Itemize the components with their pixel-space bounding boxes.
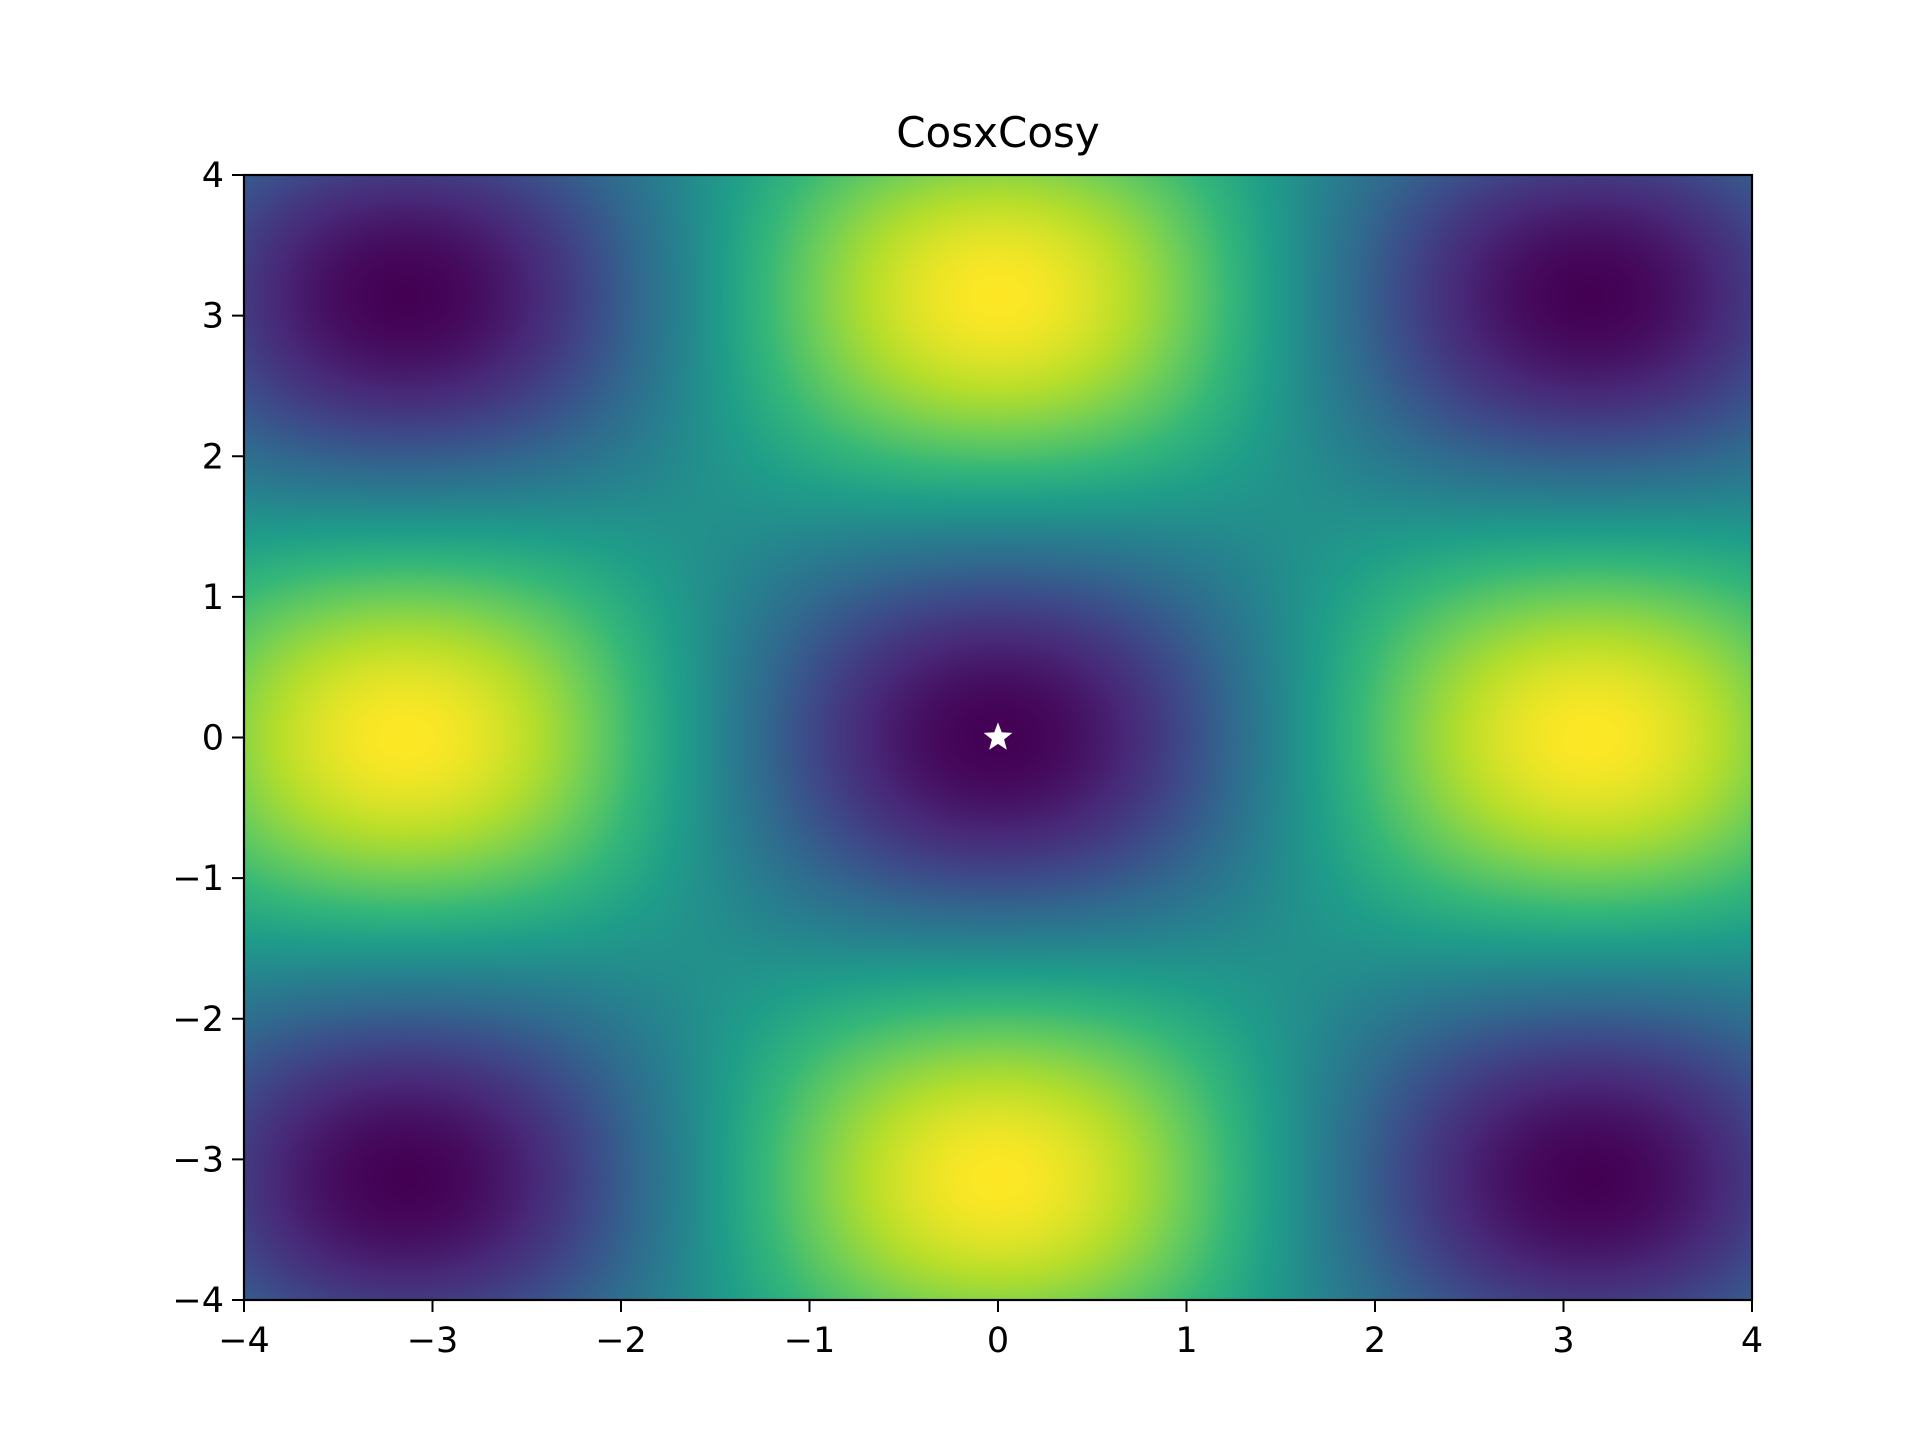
x-tick-label: −2 bbox=[595, 1321, 647, 1361]
y-tick-label: −2 bbox=[172, 1000, 224, 1040]
y-tick-label: 0 bbox=[202, 719, 224, 759]
star-marker bbox=[983, 722, 1013, 750]
y-tick-label: 1 bbox=[202, 578, 224, 618]
marker-layer bbox=[983, 722, 1013, 750]
y-tick-label: 2 bbox=[202, 437, 224, 477]
x-tick-label: 2 bbox=[1364, 1321, 1386, 1361]
x-tick-label: 3 bbox=[1552, 1321, 1574, 1361]
y-tick-label: −4 bbox=[172, 1281, 224, 1321]
y-tick-label: 3 bbox=[202, 297, 224, 337]
x-tick-label: −1 bbox=[784, 1321, 836, 1361]
x-tick-label: 0 bbox=[987, 1321, 1009, 1361]
y-tick-label: −1 bbox=[172, 859, 224, 899]
x-tick-label: −4 bbox=[218, 1321, 270, 1361]
x-tick-label: 4 bbox=[1741, 1321, 1763, 1361]
x-tick-label: 1 bbox=[1175, 1321, 1197, 1361]
chart-title: CosxCosy bbox=[896, 108, 1100, 157]
y-tick-label: 4 bbox=[202, 156, 224, 196]
x-axis: −4 −3 −2 −1 0 1 2 3 4 bbox=[218, 1300, 1763, 1361]
y-axis: −4 −3 −2 −1 0 1 2 3 4 bbox=[172, 156, 244, 1321]
x-tick-label: −3 bbox=[407, 1321, 459, 1361]
y-tick-label: −3 bbox=[172, 1140, 224, 1180]
